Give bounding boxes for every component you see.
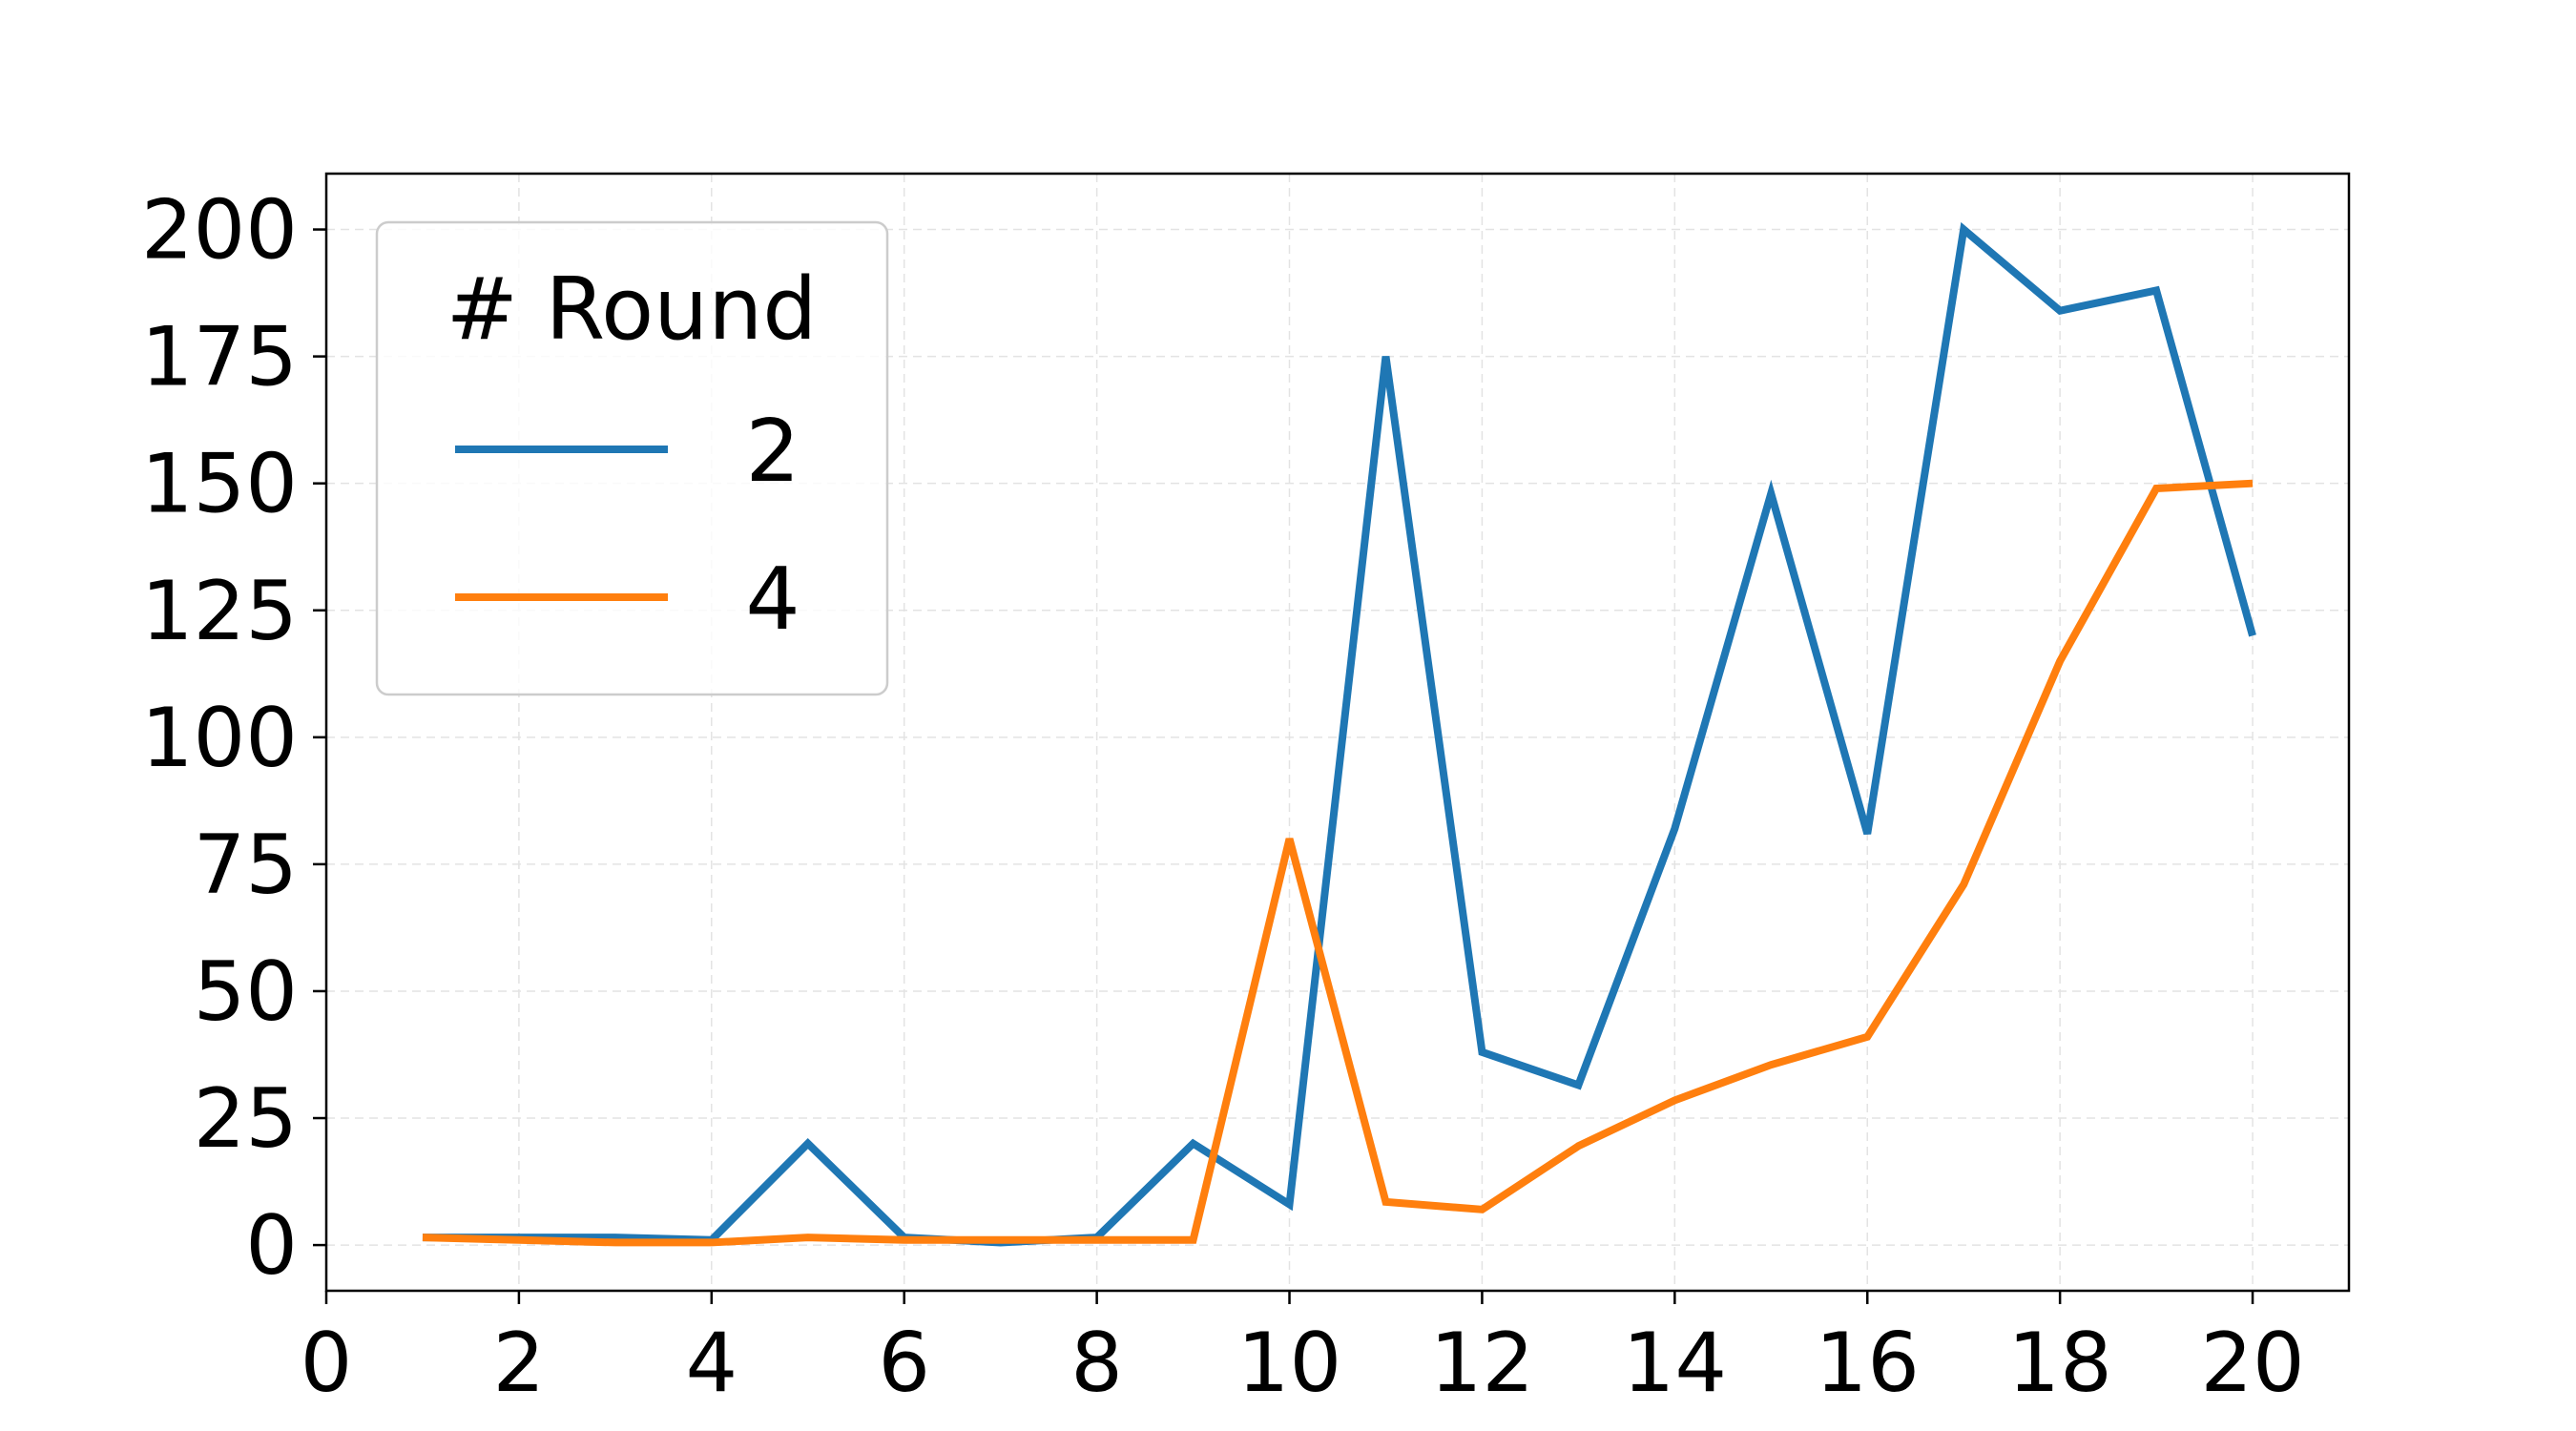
legend-box [375, 220, 889, 696]
y-tick-label: 0 [245, 1198, 298, 1294]
x-tick-label: 0 [301, 1316, 353, 1411]
plot-frame [324, 172, 2351, 1293]
x-tick-label: 20 [2200, 1316, 2304, 1411]
legend-title: # Round [447, 259, 818, 360]
legend-label: 2 [745, 402, 800, 502]
x-tick-label: 18 [2007, 1316, 2111, 1411]
y-tick-label: 125 [141, 564, 298, 659]
y-tick-label: 100 [141, 691, 298, 786]
x-tick-label: 6 [878, 1316, 930, 1411]
y-tick-label: 25 [194, 1071, 298, 1167]
x-tick-label: 16 [1816, 1316, 1920, 1411]
y-tick-label: 75 [194, 818, 298, 913]
x-tick-label: 2 [493, 1316, 546, 1411]
legend-label: 4 [745, 550, 800, 650]
x-tick-label: 14 [1623, 1316, 1727, 1411]
x-tick-label: 10 [1237, 1316, 1341, 1411]
series-group [422, 221, 2256, 1247]
x-tick-label: 12 [1430, 1316, 1534, 1411]
series-line-4 [422, 479, 2254, 1247]
series-line-2 [422, 221, 2256, 1247]
x-axis: 0 2 4 6 8 10 12 14 16 18 20 [301, 1291, 2305, 1411]
y-tick-label: 150 [141, 437, 298, 532]
y-tick-label: 175 [141, 310, 298, 405]
legend: # Round 24 [375, 220, 889, 696]
x-tick-label: 4 [685, 1316, 737, 1411]
y-axis: 0 25 50 75 100 125 150 175 200 [141, 183, 326, 1294]
legend-entries: 24 [455, 402, 800, 650]
x-tick-label: 8 [1070, 1316, 1123, 1411]
y-tick-label: 200 [141, 183, 298, 279]
y-tick-label: 50 [194, 944, 298, 1040]
